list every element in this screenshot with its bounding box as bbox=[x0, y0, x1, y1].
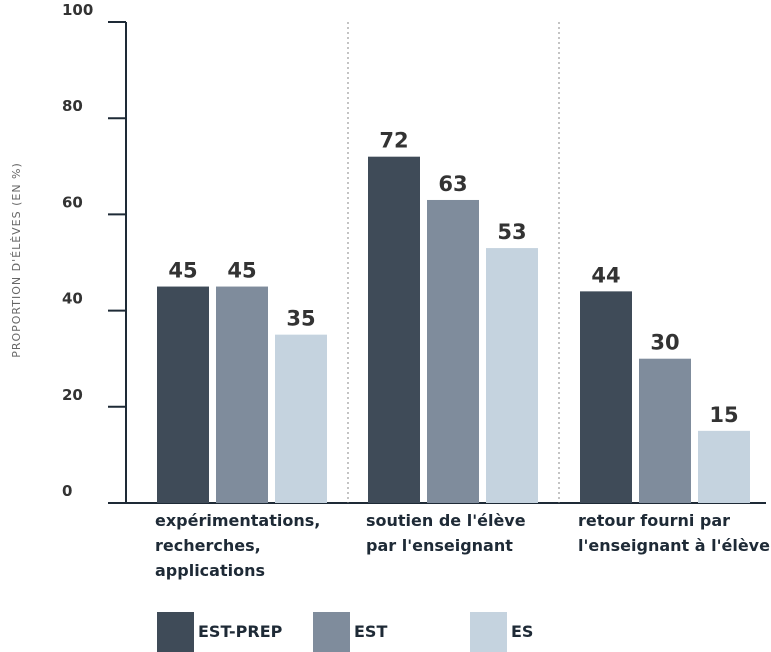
bar bbox=[275, 334, 327, 503]
group-separators bbox=[347, 22, 560, 503]
category-label: soutien de l'élève bbox=[366, 511, 526, 530]
data-label: 15 bbox=[709, 403, 738, 427]
data-label: 35 bbox=[286, 307, 315, 331]
bar bbox=[368, 156, 420, 503]
category-label: retour fourni par bbox=[578, 511, 730, 530]
legend-label: EST bbox=[354, 622, 387, 641]
legend-label: EST-PREP bbox=[198, 622, 283, 641]
data-label: 63 bbox=[438, 172, 467, 196]
bar bbox=[580, 291, 632, 503]
bar bbox=[639, 358, 691, 503]
y-axis-label: PROPORTION D'ÉLÈVES (EN %) bbox=[10, 162, 23, 358]
bars bbox=[157, 156, 750, 503]
category-label: par l'enseignant bbox=[366, 536, 513, 555]
y-tick-label: 20 bbox=[62, 386, 83, 404]
data-label: 72 bbox=[379, 129, 408, 153]
bar bbox=[698, 430, 750, 503]
y-tick-label: 100 bbox=[62, 1, 93, 19]
y-tick-label: 80 bbox=[62, 97, 83, 115]
legend-label: ES bbox=[511, 622, 533, 641]
data-label: 30 bbox=[650, 331, 679, 355]
legend: EST-PREP EST ES bbox=[157, 612, 533, 652]
y-tick-label: 60 bbox=[62, 193, 83, 211]
data-label: 53 bbox=[497, 220, 526, 244]
category-label: recherches, bbox=[155, 536, 261, 555]
category-labels: expérimentations, recherches, applications… bbox=[155, 511, 770, 580]
category-label: applications bbox=[155, 561, 265, 580]
y-tick-label: 40 bbox=[62, 290, 83, 308]
bar bbox=[427, 199, 479, 503]
data-label: 45 bbox=[168, 259, 197, 283]
category-label: l'enseignant à l'élève bbox=[578, 536, 770, 555]
legend-swatch bbox=[313, 612, 350, 652]
value-labels: 45 72 44 45 63 30 35 53 15 bbox=[168, 129, 738, 427]
data-label: 44 bbox=[591, 263, 620, 287]
data-label: 45 bbox=[227, 259, 256, 283]
bar bbox=[486, 248, 538, 503]
category-label: expérimentations, bbox=[155, 511, 320, 530]
y-tick-label: 0 bbox=[62, 482, 72, 500]
legend-swatch bbox=[470, 612, 507, 652]
bar bbox=[216, 286, 268, 503]
bar bbox=[157, 286, 209, 503]
legend-swatch bbox=[157, 612, 194, 652]
